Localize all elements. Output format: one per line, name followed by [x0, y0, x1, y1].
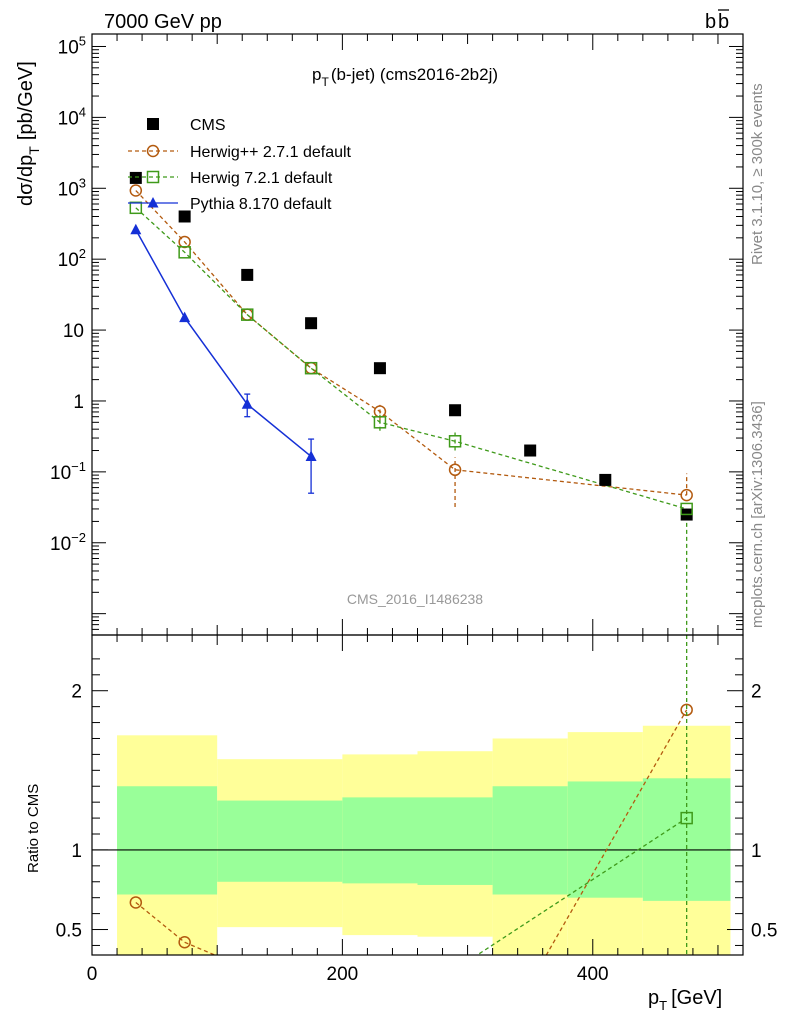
- series-line-pythia: [135, 229, 312, 458]
- y-tick-exp: 2: [79, 246, 86, 261]
- point-data-1: [178, 210, 191, 223]
- ratio-point-herwigpp-0-0: [129, 896, 143, 909]
- analysis-watermark: CMS_2016_I1486238: [347, 591, 483, 607]
- ratio-y-tick-label-right-0: 0.5: [751, 921, 777, 942]
- series-line-herwigpp: [135, 190, 687, 496]
- y-tick-base: 10: [58, 250, 79, 271]
- y-tick-label-7: 10−2: [50, 530, 86, 555]
- legend-marker-data: [147, 118, 159, 130]
- ratio-line-herwig7-0: [476, 817, 688, 955]
- series-line-herwig7: [135, 207, 687, 510]
- y-tick-exp: 5: [79, 33, 86, 48]
- legend-marker-herwigpp: [146, 144, 160, 158]
- plot-title: pT (b-jet) (cms2016-2b2j): [312, 65, 498, 89]
- point-data-3: [305, 317, 318, 330]
- ratio-uncertainty-bands: [117, 725, 731, 955]
- main-series-layer: [129, 171, 693, 635]
- point-pythia-1: [179, 311, 191, 323]
- ratio-band-green-5: [567, 781, 643, 898]
- point-pythia-2: [241, 398, 253, 409]
- point-herwig7-6: [680, 502, 693, 516]
- y-tick-exp: −1: [71, 459, 86, 474]
- title-sub: T: [321, 75, 329, 89]
- ratio-band-green-0: [117, 786, 218, 895]
- point-herwig7-5: [448, 435, 462, 448]
- point-data-4: [373, 362, 386, 375]
- ratio-line-herwigpp-1: [545, 709, 688, 955]
- x-tick-label-1: 200: [327, 964, 359, 985]
- point-data-6: [524, 444, 537, 457]
- ratio-point-herwigpp-0-1: [178, 936, 191, 949]
- ratio-y-tick-label-left-2: 2: [71, 682, 82, 703]
- ratio-y-tick-label-left-0: 0.5: [56, 921, 82, 942]
- point-herwigpp-6: [680, 488, 693, 502]
- x-tick-label-0: 0: [87, 964, 98, 985]
- y-tick-exp: 4: [79, 104, 86, 119]
- ylabel-main: dσ/dp: [15, 155, 37, 206]
- process-label-b: b: [705, 11, 716, 33]
- legend-label-data: CMS: [190, 117, 226, 134]
- point-data-0: [129, 171, 142, 184]
- ylabel-sub: T: [26, 146, 42, 155]
- xlabel-units: [GeV]: [671, 987, 722, 1009]
- legend-label-herwig7: Herwig 7.2.1 default: [190, 170, 333, 187]
- y-tick-label-5: 1: [73, 392, 84, 413]
- y-tick-label-6: 10−1: [50, 459, 86, 484]
- title-p: p: [312, 65, 321, 84]
- ratio-band-green-3: [417, 797, 493, 885]
- y-tick-base: 10: [58, 37, 79, 58]
- point-herwigpp-5: [448, 463, 462, 477]
- main-ylabel: dσ/dpT [pb/GeV]: [15, 61, 42, 206]
- point-herwigpp-3: [304, 361, 318, 375]
- point-herwig7-1: [178, 246, 191, 259]
- y-tick-base: 10: [50, 534, 71, 555]
- ratio-y-tick-label-right-1: 1: [751, 841, 762, 862]
- rivet-version-label: Rivet 3.1.10, ≥ 300k events: [749, 83, 766, 265]
- ratio-ylabel: Ratio to CMS: [25, 784, 42, 873]
- ratio-band-green-1: [217, 800, 343, 882]
- y-tick-label-1: 104: [58, 104, 86, 129]
- xlabel-sub: T: [659, 998, 667, 1013]
- legend-marker-herwig7: [146, 170, 160, 184]
- x-tick-label-2: 400: [577, 964, 609, 985]
- point-herwig7-3: [304, 361, 318, 375]
- y-tick-label-0: 105: [58, 33, 86, 58]
- point-herwigpp-0: [129, 184, 143, 197]
- mcplots-url-label: mcplots.cern.ch [arXiv:1306.3436]: [749, 401, 766, 628]
- ratio-band-green-2: [342, 797, 418, 884]
- xlabel-p: p: [648, 987, 659, 1009]
- ylabel-units: [pb/GeV]: [15, 61, 37, 140]
- y-tick-base: 10: [50, 463, 71, 484]
- y-tick-exp: −2: [71, 530, 86, 545]
- y-tick-base: 10: [58, 108, 79, 129]
- point-pythia-3: [305, 450, 317, 461]
- x-axis-label: pT [GeV]: [648, 987, 722, 1013]
- legend-label-herwigpp: Herwig++ 2.7.1 default: [190, 144, 352, 161]
- point-data-7: [599, 473, 612, 486]
- y-tick-label-3: 102: [58, 246, 86, 271]
- point-pythia-0: [130, 223, 142, 235]
- collision-label: 7000 GeV pp: [104, 11, 222, 33]
- y-tick-exp: 3: [79, 175, 86, 190]
- ratio-y-tick-label-right-2: 2: [751, 682, 762, 703]
- title-rest: (b-jet) (cms2016-2b2j): [331, 65, 498, 84]
- point-herwig7-4: [373, 416, 387, 429]
- legend-label-pythia: Pythia 8.170 default: [190, 196, 332, 213]
- ratio-band-green-4: [492, 786, 568, 895]
- ratio-y-tick-label-left-1: 1: [71, 841, 82, 862]
- y-tick-label-2: 103: [58, 175, 86, 200]
- point-herwig7-2: [240, 308, 254, 321]
- legend: CMS Herwig++ 2.7.1 default Herwig 7.2.1 de…: [128, 117, 352, 213]
- point-data-5: [449, 404, 462, 417]
- y-tick-base: 10: [58, 179, 79, 200]
- legend-marker-pythia: [147, 197, 159, 208]
- point-data-2: [241, 268, 254, 281]
- y-tick-label-4: 10: [63, 321, 84, 342]
- process-label-bbar: b: [718, 11, 729, 33]
- point-herwig7-0: [129, 201, 143, 215]
- ratio-series-layer: [129, 635, 693, 955]
